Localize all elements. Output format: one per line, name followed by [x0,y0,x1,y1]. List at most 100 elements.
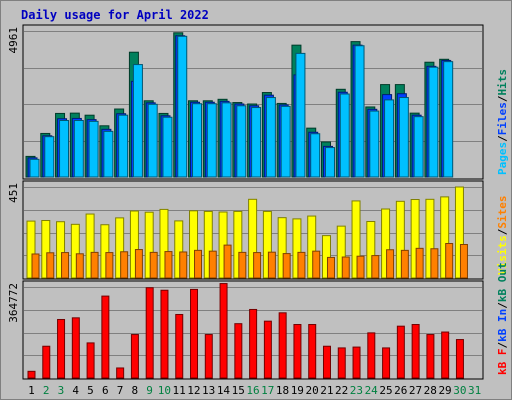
bar-kb-f-day-18 [278,312,287,379]
bar-sites-day-27 [415,247,424,279]
bar-kb-f-day-27 [411,324,420,379]
day-label-22: 22 [335,384,348,397]
bar-pages-day-23 [354,45,365,178]
legend-label-visits: Visits [496,235,509,275]
chart-title: Daily usage for April 2022 [21,8,209,22]
legend-separator: / [496,135,509,142]
bar-pages-day-9 [147,103,158,178]
legend-label-hits: Hits [496,69,509,96]
bar-kb-f-day-11 [175,313,184,379]
day-label-24: 24 [365,384,379,397]
bar-kb-f-day-8 [130,334,139,379]
day-label-18: 18 [276,384,289,397]
day-label-28: 28 [424,384,437,397]
bar-visits-day-19 [292,218,302,279]
bar-kb-f-day-1 [27,370,36,379]
bar-sites-day-9 [149,251,158,279]
bar-sites-day-25 [386,249,395,279]
day-label-26: 26 [394,384,407,397]
day-label-11: 11 [173,384,186,397]
bar-visits-day-21 [321,235,331,279]
bar-visits-day-18 [277,217,287,279]
legend-label-files: Files [496,102,509,135]
bar-pages-day-26 [398,97,409,178]
bar-kb-f-day-20 [308,324,317,379]
bar-pages-day-20 [310,133,321,178]
bar-pages-day-16 [251,107,262,178]
bar-visits-day-12 [189,210,199,279]
day-label-9: 9 [146,384,153,397]
day-label-23: 23 [350,384,363,397]
day-label-29: 29 [438,384,451,397]
bar-sites-day-28 [430,248,439,279]
bar-kb-f-day-21 [322,345,331,379]
bar-sites-day-7 [120,251,129,279]
day-label-16: 16 [246,384,259,397]
bar-sites-day-17 [267,251,276,279]
bar-pages-day-29 [443,61,454,178]
bar-pages-day-25 [384,99,395,178]
day-label-31: 31 [468,384,481,397]
bar-sites-day-8 [134,249,143,279]
day-label-8: 8 [131,384,138,397]
bar-sites-day-21 [326,256,335,279]
bar-visits-day-8 [129,210,139,279]
bar-pages-day-13 [206,103,217,178]
bar-kb-f-day-15 [234,323,243,379]
bar-sites-day-10 [164,251,173,279]
bar-visits-day-22 [336,225,346,279]
bar-pages-day-19 [295,52,306,178]
bar-sites-day-29 [445,242,454,279]
bar-pages-day-1 [29,158,40,178]
bar-sites-day-3 [61,252,70,279]
day-label-12: 12 [187,384,200,397]
bar-sites-day-20 [312,250,321,279]
day-label-1: 1 [28,384,35,397]
bar-kb-f-day-17 [263,320,272,379]
bar-kb-f-day-9 [145,287,154,379]
bar-sites-day-6 [105,252,114,279]
bar-pages-day-4 [73,119,84,178]
bar-visits-day-30 [454,186,464,279]
bar-visits-day-26 [395,200,405,279]
bar-sites-day-30 [459,244,468,279]
bar-pages-day-10 [162,116,173,178]
bar-kb-f-day-7 [116,367,125,379]
legend-separator: / [496,342,509,349]
bar-kb-f-day-28 [426,334,435,379]
bar-kb-f-day-19 [293,324,302,379]
bar-kb-f-day-3 [57,318,66,379]
bar-kb-f-day-5 [86,342,95,379]
bar-visits-day-24 [366,221,376,279]
day-label-5: 5 [87,384,94,397]
day-label-4: 4 [72,384,79,397]
legend-label-pages: Pages [496,142,509,175]
bar-visits-day-9 [144,211,154,279]
y-tick-label: 364772 [7,283,20,323]
bar-visits-day-3 [56,221,66,279]
bar-kb-f-day-22 [337,347,346,379]
bar-sites-day-2 [46,252,55,279]
legend-middle: Visits/Sites [496,196,509,276]
bar-pages-day-3 [59,119,70,178]
bar-sites-day-16 [253,252,262,279]
bar-visits-day-11 [174,220,184,279]
day-label-30: 30 [453,384,466,397]
legend-bottom: kB F/kB In/kB Out [496,262,509,375]
day-label-17: 17 [261,384,274,397]
bar-visits-day-10 [159,208,169,279]
day-label-7: 7 [117,384,124,397]
day-label-13: 13 [202,384,215,397]
bar-sites-day-4 [75,253,84,279]
bar-sites-day-14 [223,244,232,279]
bar-visits-day-28 [425,198,435,279]
bar-visits-day-29 [440,196,450,279]
legend-label-kb-in: kB In [496,309,509,342]
bar-visits-day-17 [262,210,272,279]
bar-pages-day-15 [236,105,247,178]
bar-pages-day-24 [369,110,380,178]
bar-visits-day-13 [203,210,213,279]
bar-pages-day-14 [221,102,232,178]
